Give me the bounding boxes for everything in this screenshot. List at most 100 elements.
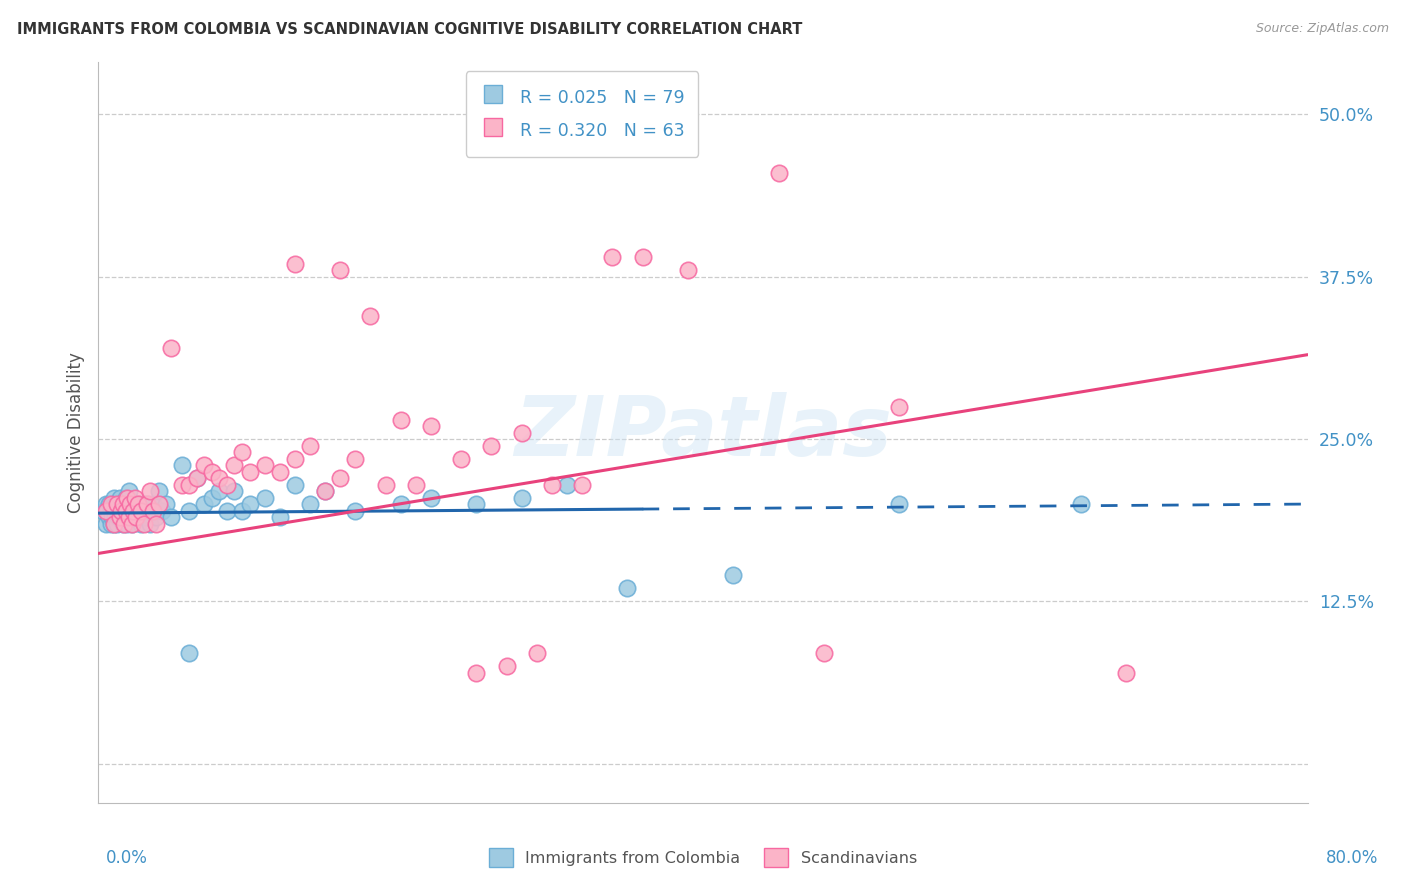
Point bbox=[155, 497, 177, 511]
Point bbox=[120, 510, 142, 524]
Point bbox=[94, 497, 117, 511]
Point bbox=[269, 510, 291, 524]
Point bbox=[111, 516, 134, 531]
Text: ZIPatlas: ZIPatlas bbox=[515, 392, 891, 473]
Point bbox=[125, 510, 148, 524]
Point bbox=[405, 477, 427, 491]
Point bbox=[112, 497, 135, 511]
Point bbox=[112, 510, 135, 524]
Point bbox=[103, 491, 125, 505]
Point bbox=[114, 503, 136, 517]
Point bbox=[179, 503, 201, 517]
Point bbox=[160, 341, 183, 355]
Point bbox=[239, 465, 262, 479]
Point bbox=[150, 503, 173, 517]
Point bbox=[284, 477, 307, 491]
Point bbox=[105, 516, 128, 531]
Point bbox=[314, 484, 336, 499]
Point bbox=[269, 465, 291, 479]
Point bbox=[631, 250, 654, 264]
Point bbox=[186, 471, 208, 485]
Text: 0.0%: 0.0% bbox=[105, 849, 148, 867]
Point bbox=[329, 263, 352, 277]
Point bbox=[141, 503, 163, 517]
Point bbox=[420, 419, 443, 434]
Point bbox=[314, 484, 336, 499]
Point bbox=[98, 497, 121, 511]
Point bbox=[148, 484, 170, 499]
Point bbox=[107, 510, 129, 524]
Point bbox=[100, 516, 122, 531]
Point bbox=[284, 257, 307, 271]
Point bbox=[344, 451, 367, 466]
Point bbox=[105, 503, 128, 517]
Point bbox=[139, 516, 162, 531]
Point bbox=[389, 412, 412, 426]
Point bbox=[208, 471, 231, 485]
Point bbox=[389, 497, 412, 511]
Point bbox=[131, 503, 153, 517]
Legend: R = 0.025   N = 79, R = 0.320   N = 63: R = 0.025 N = 79, R = 0.320 N = 63 bbox=[465, 71, 699, 157]
Point bbox=[94, 503, 117, 517]
Point bbox=[616, 582, 638, 596]
Point bbox=[122, 503, 145, 517]
Point bbox=[122, 503, 145, 517]
Point bbox=[208, 484, 231, 499]
Point bbox=[193, 458, 215, 472]
Point bbox=[142, 503, 165, 517]
Point bbox=[160, 510, 183, 524]
Point bbox=[571, 477, 593, 491]
Point bbox=[813, 647, 835, 661]
Point bbox=[100, 503, 122, 517]
Point bbox=[201, 465, 224, 479]
Point bbox=[100, 497, 122, 511]
Point bbox=[103, 503, 125, 517]
Point bbox=[104, 497, 127, 511]
Point bbox=[889, 400, 911, 414]
Point bbox=[170, 458, 193, 472]
Point bbox=[101, 497, 124, 511]
Point bbox=[96, 503, 118, 517]
Point bbox=[231, 445, 253, 459]
Point bbox=[148, 497, 170, 511]
Point bbox=[284, 451, 307, 466]
Point bbox=[127, 497, 149, 511]
Point bbox=[676, 263, 699, 277]
Point bbox=[115, 491, 138, 505]
Point bbox=[101, 510, 124, 524]
Point bbox=[107, 497, 129, 511]
Point bbox=[450, 451, 472, 466]
Point bbox=[135, 503, 157, 517]
Point bbox=[889, 497, 911, 511]
Point bbox=[465, 665, 488, 680]
Point bbox=[118, 484, 141, 499]
Point bbox=[602, 250, 624, 264]
Point bbox=[253, 458, 276, 472]
Point bbox=[132, 516, 155, 531]
Point bbox=[215, 503, 238, 517]
Point bbox=[121, 497, 143, 511]
Point bbox=[142, 497, 165, 511]
Point bbox=[344, 503, 367, 517]
Point bbox=[115, 497, 138, 511]
Point bbox=[118, 503, 141, 517]
Point bbox=[104, 510, 127, 524]
Point bbox=[253, 491, 276, 505]
Point bbox=[1070, 497, 1092, 511]
Point bbox=[145, 516, 167, 531]
Point bbox=[110, 510, 132, 524]
Point bbox=[120, 497, 142, 511]
Point bbox=[108, 510, 131, 524]
Point bbox=[231, 503, 253, 517]
Point bbox=[121, 516, 143, 531]
Point bbox=[179, 647, 201, 661]
Point bbox=[91, 503, 114, 517]
Point bbox=[127, 503, 149, 517]
Point bbox=[105, 497, 128, 511]
Point bbox=[121, 516, 143, 531]
Point bbox=[329, 471, 352, 485]
Point bbox=[94, 516, 117, 531]
Point bbox=[179, 477, 201, 491]
Point bbox=[495, 659, 517, 673]
Point bbox=[145, 510, 167, 524]
